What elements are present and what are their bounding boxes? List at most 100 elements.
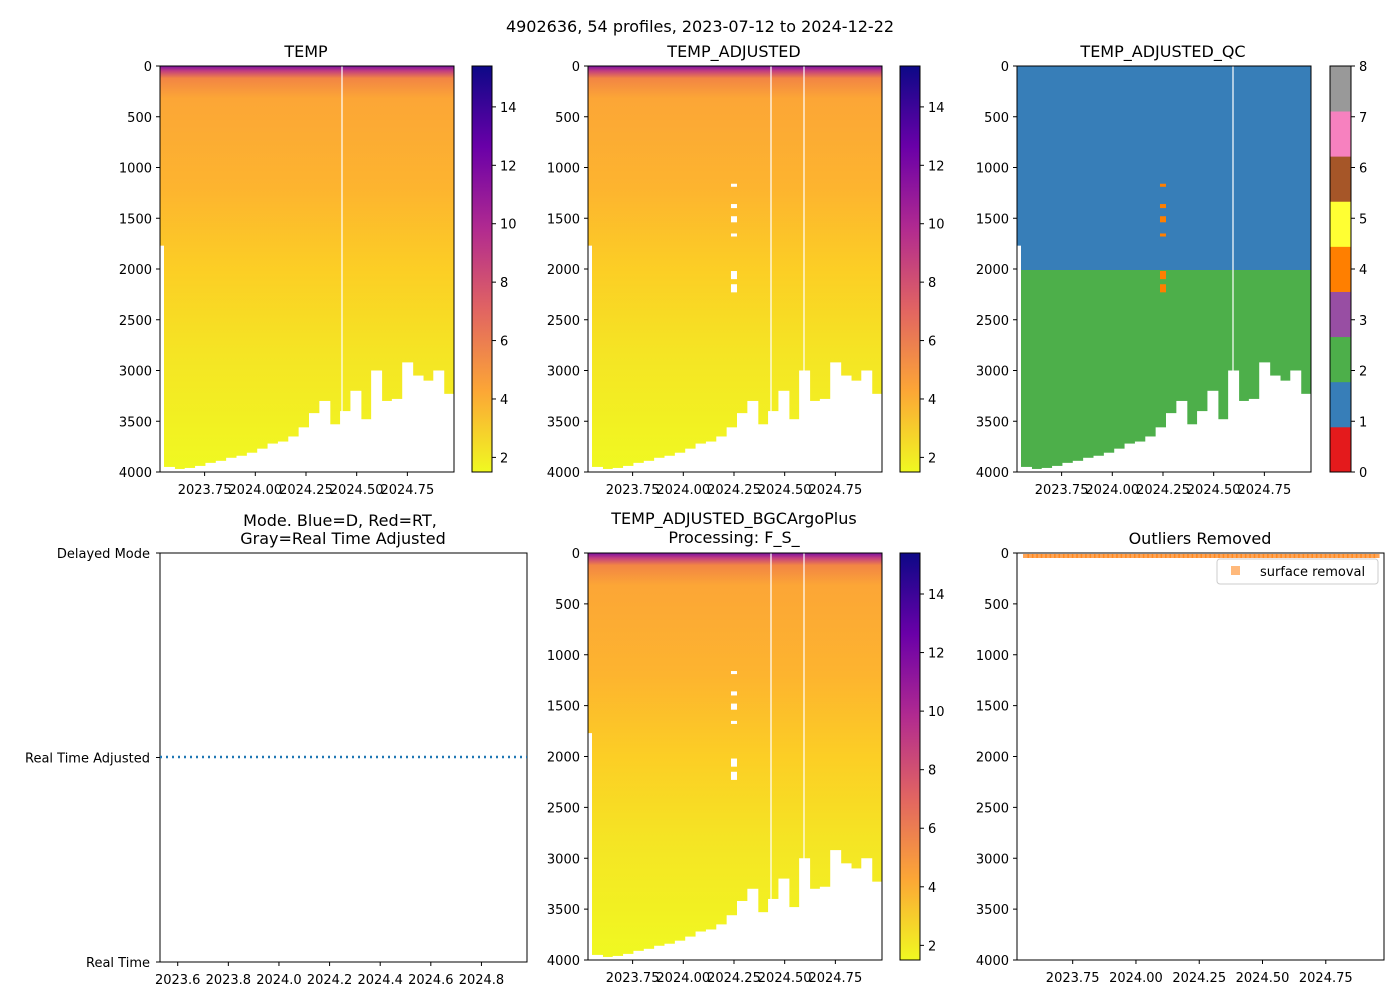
- nodata-cell: [819, 398, 831, 472]
- y-tick-label: 0: [572, 547, 580, 562]
- panel-mode: Mode. Blue=D, Red=RT, Gray=Real Time Adj…: [25, 511, 528, 988]
- colorbar-tick-label: 2: [928, 451, 936, 466]
- colorbar-tick-label: 4: [1359, 263, 1367, 278]
- y-tick-label: 2500: [547, 801, 580, 816]
- nodata-cell: [1155, 427, 1167, 472]
- nodata-cell: [1031, 468, 1043, 472]
- nodata-cell: [623, 465, 635, 472]
- nodata-cell: [1017, 245, 1021, 472]
- nodata-cell: [267, 443, 279, 472]
- nodata-cell: [402, 362, 414, 472]
- x-tick-label: 2024.0: [256, 973, 302, 988]
- x-tick-label: 2024.50: [1187, 483, 1241, 498]
- outlier-point: [1196, 554, 1203, 558]
- panel-outliers-title: Outliers Removed: [1129, 529, 1272, 548]
- nodata-cell: [695, 443, 707, 472]
- nodata-cell: [1290, 370, 1302, 472]
- legend-box: [1216, 558, 1379, 585]
- temp-adjusted-y-ticks: 0 500 1000 1500 2000 2500 3000 3500 4000: [547, 60, 588, 481]
- outlier-point: [1156, 554, 1163, 558]
- outlier-point: [1258, 554, 1265, 558]
- colorbar-tick-label: 14: [928, 101, 945, 116]
- outlier-point: [1173, 554, 1180, 558]
- colorbar-tick-label: 4: [928, 393, 936, 408]
- y-tick-label: 2000: [547, 751, 580, 766]
- qc-colorbar-segment: [1330, 201, 1351, 247]
- y-tick-label: 1000: [119, 162, 152, 177]
- outlier-point: [1311, 554, 1318, 558]
- outliers-legend: surface removal: [1216, 558, 1379, 585]
- outlier-point: [1133, 554, 1140, 558]
- colorbar-tick-label: 6: [500, 335, 508, 350]
- nodata-cell: [1103, 452, 1115, 472]
- outlier-point: [1138, 554, 1145, 558]
- outlier-point: [1178, 554, 1185, 558]
- outlier-point: [1169, 554, 1176, 558]
- nodata-cell: [1083, 457, 1095, 472]
- nodata-cell: [768, 898, 780, 960]
- nodata-cell: [861, 858, 873, 960]
- x-tick-label: 2023.75: [606, 483, 660, 498]
- nodata-cell: [184, 467, 196, 472]
- outlier-point: [1191, 554, 1198, 558]
- outlier-point: [1116, 554, 1123, 558]
- nodata-cell: [226, 457, 238, 472]
- x-tick-label: 2024.00: [228, 483, 282, 498]
- x-tick-label: 2024.4: [357, 973, 403, 988]
- outlier-point: [1249, 554, 1256, 558]
- x-tick-label: 2024.75: [808, 483, 862, 498]
- panel-temp-title: TEMP: [283, 42, 328, 61]
- nodata-cell: [1238, 400, 1250, 472]
- nodata-cell: [1197, 411, 1209, 472]
- outlier-point: [1355, 554, 1362, 558]
- nodata-cell: [1248, 398, 1260, 472]
- y-tick-label: 3000: [976, 852, 1009, 867]
- y-tick-label: 3000: [976, 365, 1009, 380]
- y-tick-label: 0: [572, 60, 580, 75]
- nodata-cell: [602, 468, 614, 472]
- y-tick-label: 2000: [976, 751, 1009, 766]
- nodata-cell: [1134, 441, 1146, 472]
- x-tick-label: 2024.25: [1172, 971, 1226, 986]
- nodata-cell: [612, 467, 624, 472]
- x-tick-label: 2023.6: [155, 973, 201, 988]
- colorbar-tick-label: 4: [500, 393, 508, 408]
- nodata-cell: [778, 878, 790, 960]
- outlier-point: [1364, 554, 1371, 558]
- outlier-point: [1346, 554, 1353, 558]
- qc-colorbar-ticks: 0 1 2 3 4 5 6 7 8: [1351, 60, 1367, 481]
- nodata-cell: [830, 850, 842, 960]
- nodata-cell: [778, 390, 790, 472]
- outlier-point: [1244, 554, 1251, 558]
- y-tick-label: 1500: [119, 212, 152, 227]
- qc-y-ticks: 0 500 1000 1500 2000 2500 3000 3500 4000: [976, 60, 1017, 481]
- outlier-points: [1023, 554, 1380, 558]
- nodata-cell: [1300, 393, 1312, 472]
- bgc-missing-segments: [730, 671, 737, 780]
- nodata-cell: [664, 943, 676, 960]
- missing-segment: [730, 271, 737, 280]
- nodata-cell: [861, 370, 873, 472]
- nodata-cell: [623, 953, 635, 960]
- nodata-cell: [674, 940, 686, 960]
- x-tick-label: 2023.75: [178, 483, 232, 498]
- outlier-point: [1338, 554, 1345, 558]
- colorbar-tick-label: 8: [928, 764, 936, 779]
- nodata-cell: [174, 468, 186, 472]
- nodata-cell: [840, 863, 852, 960]
- outlier-point: [1071, 554, 1078, 558]
- nodata-cell: [340, 411, 352, 472]
- temp-colorbar: [471, 65, 493, 473]
- outlier-point: [1307, 554, 1313, 558]
- y-tick-label: 1000: [547, 162, 580, 177]
- colorbar-tick-label: 6: [928, 822, 936, 837]
- mode-label: Real Time: [86, 956, 150, 971]
- nodata-cell: [391, 398, 403, 472]
- y-tick-label: 3500: [119, 415, 152, 430]
- outlier-point: [1142, 554, 1149, 558]
- colorbar-tick-label: 8: [1359, 60, 1367, 75]
- nodata-cell: [737, 900, 748, 960]
- nodata-cell: [850, 868, 862, 960]
- missing-segment: [730, 771, 737, 780]
- mode-y-labels: Delayed Mode Real Time Adjusted Real Time: [25, 547, 160, 971]
